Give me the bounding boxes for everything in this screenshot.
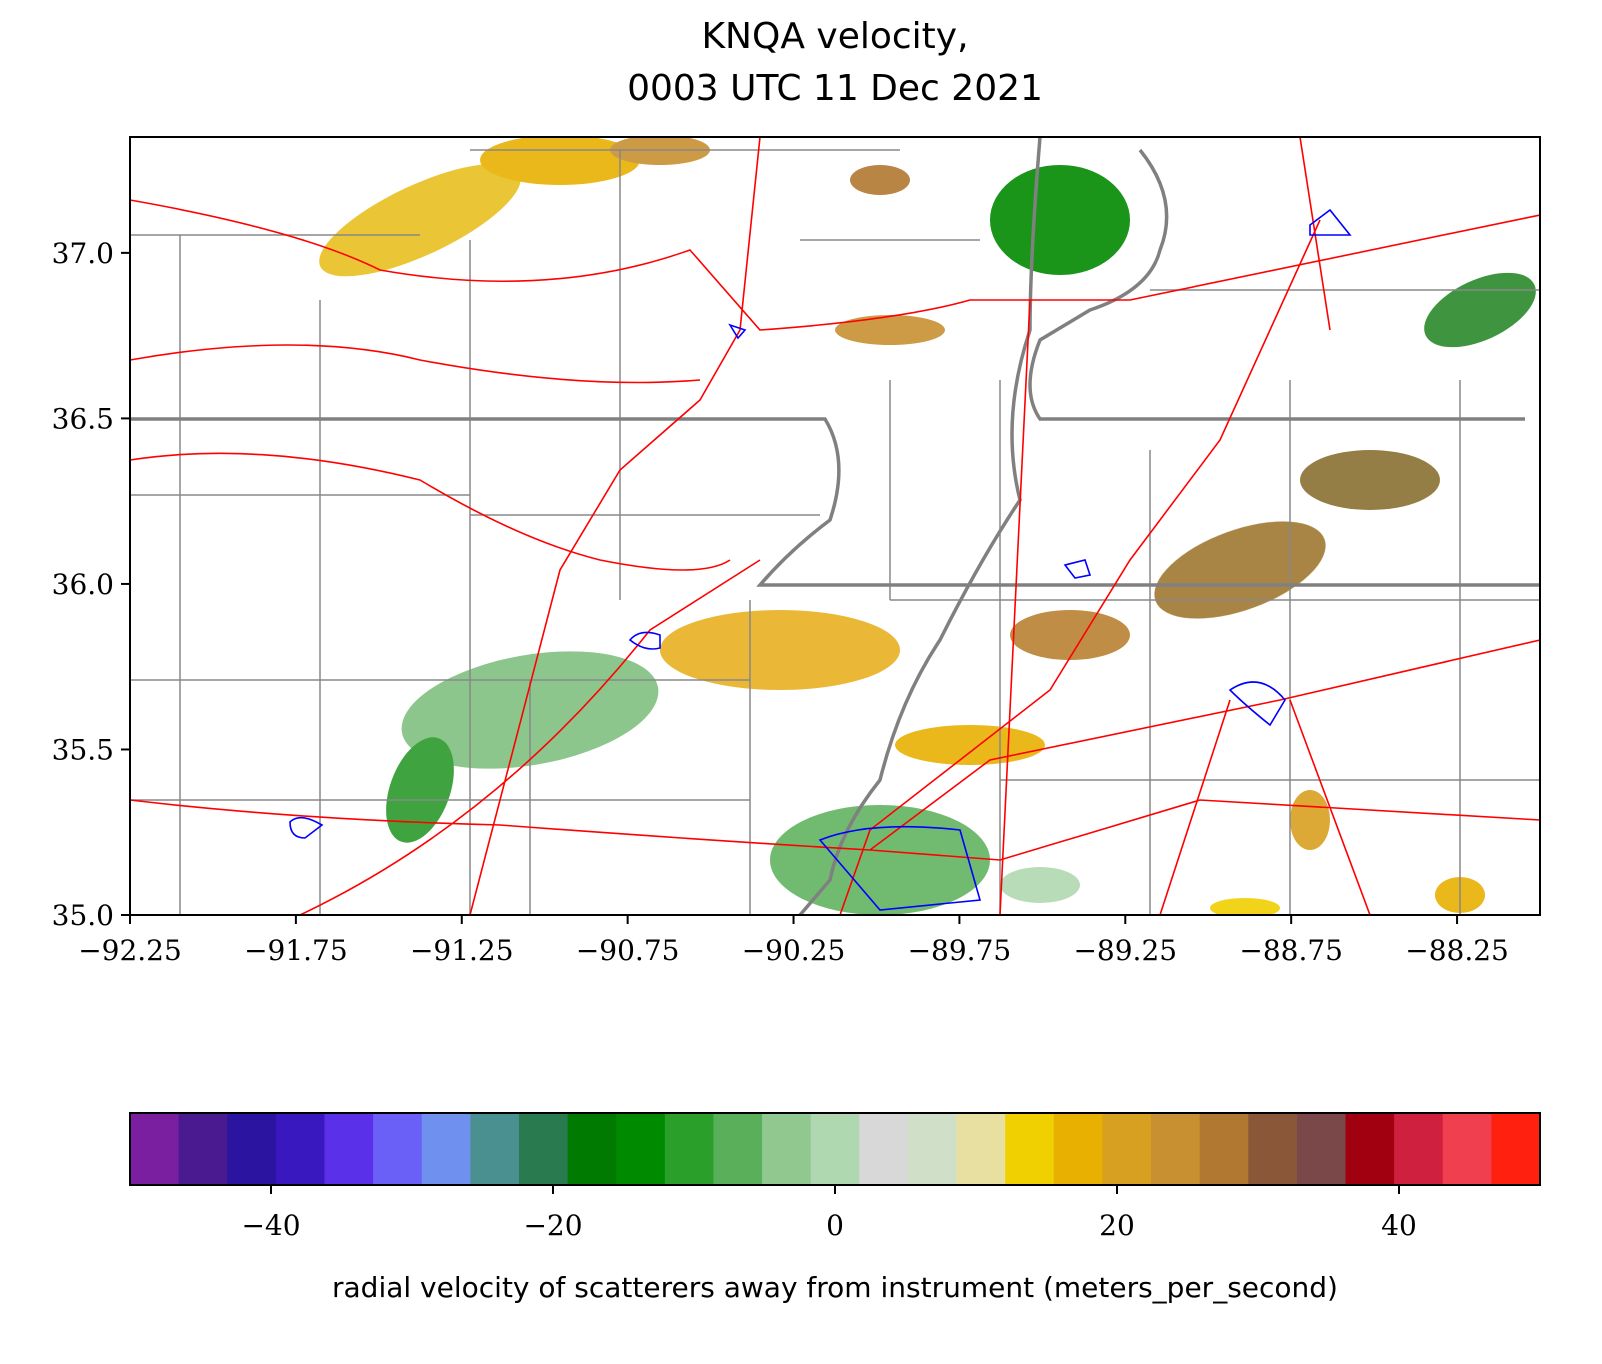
colorbar-swatch <box>518 1113 569 1185</box>
x-tick-label: −89.25 <box>1073 934 1177 967</box>
colorbar-tick-label: −20 <box>523 1209 582 1242</box>
y-tick-label: 36.5 <box>52 402 114 435</box>
colorbar-swatch <box>1053 1113 1103 1185</box>
echo <box>480 137 640 185</box>
x-tick-label: −90.25 <box>742 934 846 967</box>
echo <box>610 137 710 165</box>
echo <box>1424 272 1536 348</box>
echo <box>895 725 1045 765</box>
map-frame <box>129 136 1541 916</box>
colorbar-swatch <box>1151 1113 1201 1185</box>
echo <box>386 737 454 843</box>
echo <box>1010 610 1130 660</box>
colorbar-swatch <box>178 1113 228 1185</box>
echo <box>660 610 900 690</box>
colorbar-swatch <box>1102 1113 1152 1185</box>
urban-areas <box>289 208 1352 911</box>
colorbar-swatch <box>762 1113 812 1185</box>
x-tick-label: −89.75 <box>908 934 1012 967</box>
colorbar-swatch <box>567 1113 617 1185</box>
echo <box>850 165 910 195</box>
colorbar-swatch <box>713 1113 763 1185</box>
echo <box>835 315 945 345</box>
colorbar-swatch <box>130 1113 180 1185</box>
x-tick-label: −88.75 <box>1239 934 1343 967</box>
x-tick-label: −92.25 <box>78 934 182 967</box>
colorbar-swatch <box>616 1113 666 1185</box>
colorbar-swatch <box>859 1113 909 1185</box>
colorbar-tick-label: 40 <box>1381 1209 1417 1242</box>
counties <box>130 149 1540 915</box>
colorbar-swatch <box>1248 1113 1298 1185</box>
title-line: KNQA velocity, <box>701 16 968 57</box>
colorbar-swatch <box>470 1113 520 1185</box>
x-tick-label: −91.25 <box>410 934 514 967</box>
colorbar-swatch <box>275 1113 325 1185</box>
colorbar-swatch <box>1005 1113 1055 1185</box>
colorbar-tick-label: 20 <box>1099 1209 1135 1242</box>
y-tick-label: 35.0 <box>52 899 114 932</box>
colorbar-swatch <box>421 1113 471 1185</box>
colorbar-swatch <box>227 1113 277 1185</box>
echo <box>1154 521 1326 619</box>
title-line: 0003 UTC 11 Dec 2021 <box>627 68 1043 109</box>
colorbar-swatch <box>1345 1113 1395 1185</box>
colorbar-swatch <box>1394 1113 1444 1185</box>
colorbar-swatch <box>1296 1113 1347 1185</box>
echo <box>1210 898 1280 915</box>
x-tick-label: −91.75 <box>244 934 348 967</box>
colorbar-swatch <box>1199 1113 1249 1185</box>
colorbar-tick-label: −40 <box>241 1209 300 1242</box>
colorbar-swatch <box>907 1113 958 1185</box>
colorbar-swatch <box>664 1113 714 1185</box>
y-tick-label: 37.0 <box>52 237 114 270</box>
colorbar-swatch <box>956 1113 1006 1185</box>
colorbar-swatch <box>324 1113 374 1185</box>
y-tick-label: 35.5 <box>52 733 114 766</box>
y-tick-label: 36.0 <box>52 568 114 601</box>
x-tick-label: −90.75 <box>576 934 680 967</box>
echo <box>990 165 1130 275</box>
roads <box>130 137 1540 915</box>
colorbar-swatch <box>810 1113 860 1185</box>
echo <box>1290 790 1330 850</box>
map-layers <box>130 137 1540 915</box>
colorbar-label: radial velocity of scatterers away from … <box>332 1271 1338 1304</box>
x-tick-label: −88.25 <box>1405 934 1509 967</box>
colorbar-swatch <box>373 1113 423 1185</box>
echo <box>1300 450 1440 510</box>
colorbar-tick-label: 0 <box>826 1209 844 1242</box>
colorbar-swatch <box>1491 1113 1541 1185</box>
echo <box>319 163 521 277</box>
colorbar-swatch <box>1442 1113 1492 1185</box>
echo <box>1000 867 1080 903</box>
